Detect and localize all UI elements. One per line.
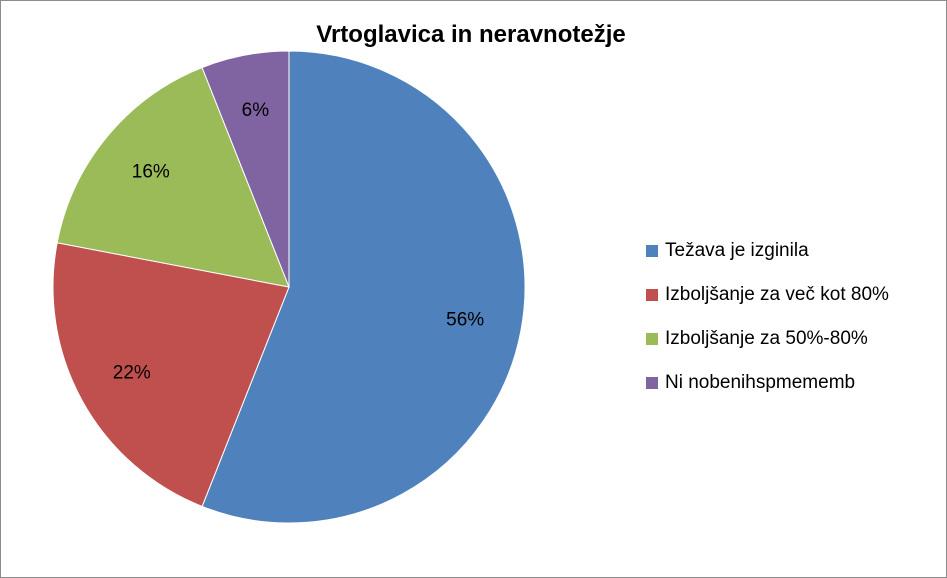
data-label-3: 16% [132,162,170,183]
chart-title: Vrtoglavica in neravnotežje [316,21,626,48]
data-label-1: 56% [446,310,484,331]
legend-item-3: Izboljšanje za 50%-80% [646,328,889,350]
pie-slice-2 [52,242,290,508]
legend-item-2: Izboljšanje za več kot 80% [646,284,889,306]
legend-swatch-1 [646,245,658,257]
data-label-2: 22% [113,362,151,383]
legend-label-4: Ni nobenihspmememb [665,372,856,393]
pie-slice-4 [201,50,290,288]
legend-swatch-3 [646,333,658,345]
pie-slice-1 [201,50,526,524]
legend-item-4: Ni nobenihspmememb [646,372,889,394]
legend-swatch-4 [646,377,658,389]
pie-slice-3 [56,66,290,288]
data-label-4: 6% [242,100,270,121]
legend-item-1: Težava je izginila [646,240,889,262]
legend-label-2: Izboljšanje za več kot 80% [665,284,889,305]
legend-label-1: Težava je izginila [665,240,809,261]
legend-label-3: Izboljšanje za 50%-80% [665,328,868,349]
chart-legend: Težava je izginila Izboljšanje za več kot… [646,240,889,416]
legend-swatch-2 [646,289,658,301]
